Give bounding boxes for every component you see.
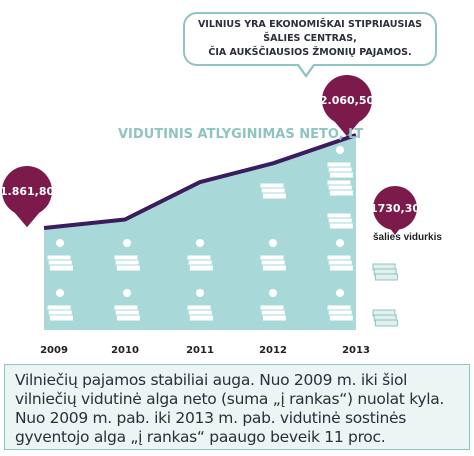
average-label: šalies vidurkis xyxy=(373,232,442,243)
money-stack-icon xyxy=(259,182,287,200)
callout-bubble: VILNIUS YRA EKONOMIŠKAI STIPRIAUSIAS ŠAL… xyxy=(183,12,437,66)
money-stack-icon xyxy=(113,289,141,322)
money-stack-icon xyxy=(372,309,398,327)
area-fill xyxy=(44,135,356,330)
money-stack-icon xyxy=(326,289,354,322)
x-tick-label: 2012 xyxy=(259,345,287,356)
money-stack-icon xyxy=(326,239,354,272)
description-text: Vilniečių pajamos stabiliai auga. Nuo 20… xyxy=(15,371,445,446)
money-stack-icon xyxy=(186,239,214,272)
average-value-label: 1730,30 xyxy=(370,202,420,215)
x-tick-label: 2013 xyxy=(342,345,370,356)
description-box: Vilniečių pajamos stabiliai auga. Nuo 20… xyxy=(4,364,470,450)
money-stack-icon xyxy=(113,239,141,272)
point-marker-2009: 1.861,80 xyxy=(0,166,54,228)
money-stack-icon xyxy=(326,212,354,230)
money-stack-icon xyxy=(326,146,354,179)
money-stack-icon xyxy=(259,289,287,322)
series-line xyxy=(43,133,357,230)
point-label: 2.060,50 xyxy=(320,94,375,107)
callout-line-2: ČIA AUKŠČIAUSIOS ŽMONIŲ PAJAMOS. xyxy=(208,47,412,58)
callout-tail-inner xyxy=(298,63,314,74)
x-tick-label: 2010 xyxy=(111,345,139,356)
callout-line-1: VILNIUS YRA EKONOMIŠKAI STIPRIAUSIAS ŠAL… xyxy=(197,19,423,44)
chart-title: VIDUTINIS ATLYGINIMAS NETO, LT xyxy=(118,127,363,142)
x-tick-label: 2009 xyxy=(40,345,68,356)
x-tick-label: 2011 xyxy=(186,345,214,356)
money-stack-icon xyxy=(259,239,287,272)
point-label: 1.861,80 xyxy=(0,185,54,198)
point-marker-2013: 2.060,50 xyxy=(320,75,375,137)
money-stack-icon xyxy=(372,263,398,281)
money-stack-icon xyxy=(46,239,74,272)
money-stack-icon xyxy=(186,289,214,322)
money-stack-icon xyxy=(326,179,354,197)
average-marker: 1730,30 xyxy=(370,186,420,235)
money-stack-icon xyxy=(46,289,74,322)
